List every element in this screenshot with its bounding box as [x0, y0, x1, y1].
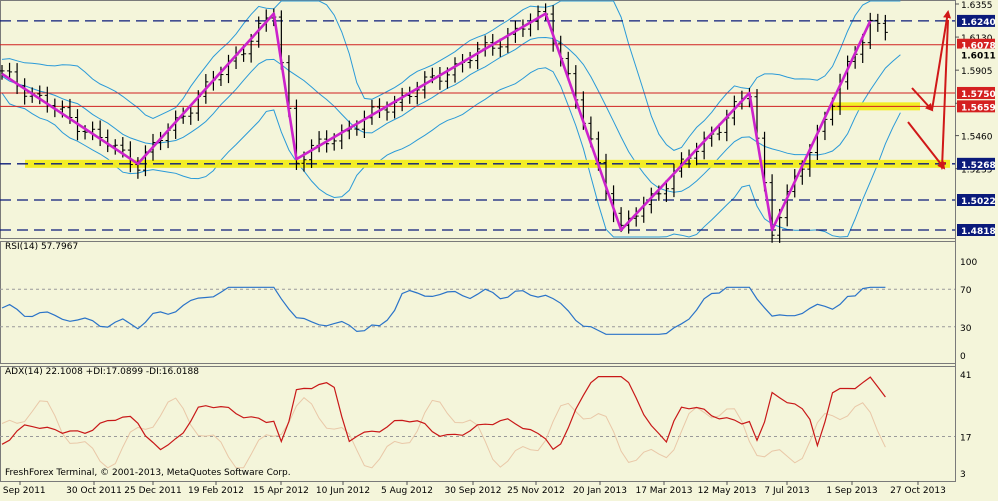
di-line	[1, 397, 886, 469]
price-tag-label: 1.6240	[961, 18, 996, 28]
price-tick-label: 1.6355	[961, 1, 993, 11]
time-tick-label: 15 Apr 2012	[253, 486, 309, 496]
time-tick-label: 25 Nov 2012	[507, 486, 565, 496]
adx-tick-label: 3	[960, 470, 966, 480]
middle-band	[1, 36, 901, 193]
time-tick-label: 17 Mar 2013	[635, 486, 692, 496]
copyright-footer: FreshForex Terminal, © 2001-2013, MetaQu…	[5, 468, 291, 478]
time-tick-label: 12 May 2013	[698, 486, 757, 496]
panel-frame	[0, 366, 956, 482]
adx-title: ADX(14) 22.1008 +DI:17.0899 -DI:16.0188	[5, 367, 199, 377]
price-tag-label: 1.5659	[961, 103, 996, 113]
rsi-tick-label: 100	[960, 258, 977, 268]
forecast-arrow	[938, 19, 949, 170]
time-tick-label: 7 Jul 2013	[764, 486, 809, 496]
forecast-arrow	[907, 121, 946, 170]
adx-tick-label: 41	[960, 371, 971, 381]
price-tag-bg	[957, 194, 995, 207]
lower-band	[1, 67, 901, 238]
price-tag-label: 1.5022	[961, 197, 996, 207]
price-tag-bg	[957, 157, 995, 170]
price-tag-label: 1.5268	[961, 161, 996, 171]
rsi-tick-label: 0	[960, 352, 966, 362]
panel-borders	[0, 0, 956, 482]
price-tag-bg	[957, 14, 995, 27]
rsi-panel: 100 70 30 0	[0, 258, 977, 362]
price-tick-label: 1.5460	[961, 133, 993, 143]
rsi-line	[1, 286, 886, 335]
price-tick-label: 1.5905	[961, 67, 993, 77]
price-tag-label: 1.4818	[961, 227, 996, 237]
panel-frame	[0, 0, 956, 239]
price-tag-label: 1.6078	[961, 42, 996, 52]
time-tick-label: 30 Sep 2012	[444, 486, 501, 496]
price-tag-bg	[957, 100, 995, 113]
upper-band	[1, 0, 901, 151]
rsi-title: RSI(14) 57.7967	[5, 242, 78, 252]
time-tick-label: 30 Oct 2011	[66, 486, 122, 496]
adx-line	[1, 376, 886, 451]
forecast-arrow	[911, 87, 934, 112]
time-tick-label: 20 Jan 2013	[573, 486, 627, 496]
support-zone	[25, 159, 950, 168]
rsi-tick-label: 70	[960, 286, 972, 296]
price-tag-label: 1.6011	[961, 52, 996, 62]
time-tick-label: 5 Aug 2012	[381, 486, 433, 496]
forecast-arrow	[931, 10, 951, 111]
time-tick-label: 27 Oct 2013	[890, 486, 946, 496]
time-tick-label: 10 Jun 2012	[316, 486, 370, 496]
rsi-tick-label: 30	[960, 324, 972, 334]
price-axis: 1.63551.61301.59051.56801.54601.52351.62…	[955, 1, 996, 237]
price-tag-bg	[957, 86, 995, 99]
price-tag-bg	[957, 224, 995, 236]
adx-panel: 41 17 3	[0, 371, 971, 480]
time-tick-label: 25 Dec 2011	[124, 486, 182, 496]
price-tag-bg	[957, 38, 995, 51]
price-tag-label: 1.5750	[961, 90, 996, 100]
time-tick-label: 4 Sep 2011	[0, 486, 46, 496]
adx-tick-label: 17	[960, 434, 971, 444]
price-tick-label: 1.5235	[961, 166, 993, 176]
forecast-arrows	[907, 10, 951, 170]
time-tick-label: 1 Sep 2013	[826, 486, 877, 496]
zigzag-line	[1, 12, 872, 232]
price-tag-bg	[957, 48, 995, 61]
bollinger-bands	[1, 0, 901, 238]
time-tick-label: 19 Feb 2012	[188, 486, 244, 496]
zigzag-lines	[1, 12, 872, 232]
panel-frame	[0, 241, 956, 364]
